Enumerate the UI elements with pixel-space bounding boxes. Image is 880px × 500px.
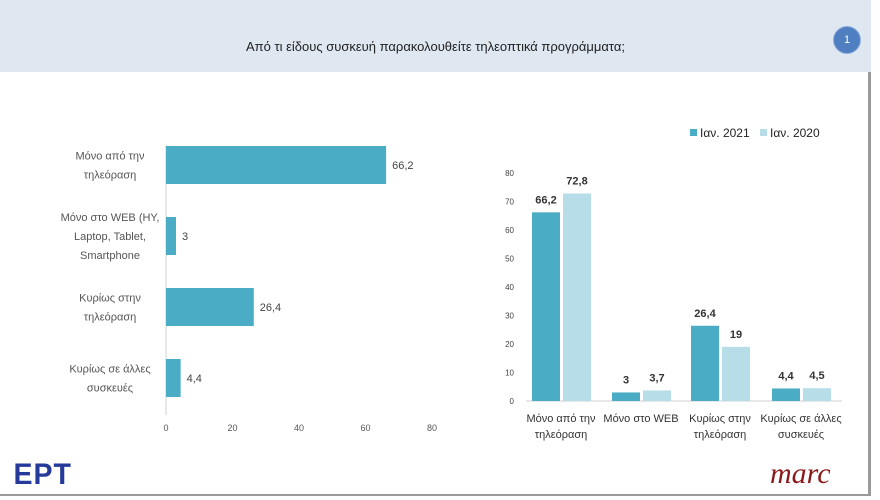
bar: [166, 288, 254, 326]
data-label: 72,8: [566, 176, 587, 188]
category-label: Κυρίως σε άλλες: [760, 413, 841, 425]
legend-label: Ιαν. 2021: [700, 126, 750, 140]
category-label: Smartphone: [80, 250, 140, 262]
category-label: τηλεόραση: [84, 170, 137, 182]
header-band: [0, 0, 871, 72]
y-tick-label: 40: [505, 283, 514, 292]
y-tick-label: 70: [505, 198, 514, 207]
ert-logo: ΕΡΤ: [13, 458, 72, 491]
legend-swatch: [690, 129, 697, 136]
data-label: 4,4: [187, 373, 202, 385]
data-label: 4,5: [809, 370, 824, 382]
legend-label: Ιαν. 2020: [770, 126, 820, 140]
data-label: 3,7: [649, 372, 664, 384]
bar: [722, 346, 750, 401]
category-label: Μόνο στο WEB: [603, 413, 678, 425]
data-label: 66,2: [392, 160, 413, 172]
category-label: Κυρίως στην: [689, 413, 751, 425]
data-label: 26,4: [694, 308, 716, 320]
category-label: τηλεόραση: [535, 429, 588, 441]
y-tick-label: 80: [505, 169, 514, 178]
bar: [643, 390, 671, 401]
bar: [166, 146, 387, 184]
bar: [563, 193, 591, 401]
y-tick-label: 30: [505, 312, 514, 321]
marc-logo: marc: [770, 457, 831, 490]
y-tick-label: 20: [505, 340, 514, 349]
bar: [166, 359, 181, 397]
x-tick-label: 0: [163, 423, 168, 433]
category-label: συσκευές: [87, 383, 133, 395]
x-tick-label: 60: [360, 423, 370, 433]
category-label: Μόνο στο WEB (HY,: [61, 212, 160, 224]
category-label: Laptop, Tablet,: [74, 231, 146, 243]
data-label: 19: [730, 329, 742, 341]
x-tick-label: 20: [227, 423, 237, 433]
data-label: 66,2: [535, 194, 556, 206]
bar: [166, 217, 176, 255]
category-label: Κυρίως στην: [79, 293, 141, 305]
x-tick-label: 40: [294, 423, 304, 433]
bar: [612, 392, 640, 401]
category-label: Μόνο από την: [75, 151, 145, 163]
data-label: 3: [623, 374, 629, 386]
bar: [691, 325, 719, 401]
data-label: 3: [182, 231, 188, 243]
page-number-badge: 1: [833, 26, 861, 54]
y-tick-label: 60: [505, 226, 514, 235]
category-label: Κυρίως σε άλλες: [69, 364, 150, 376]
data-label: 26,4: [260, 302, 281, 314]
bar: [772, 388, 800, 401]
category-label: τηλεόραση: [84, 312, 137, 324]
category-label: τηλεόραση: [694, 429, 747, 441]
category-label: Μόνο από την: [526, 413, 596, 425]
y-tick-label: 50: [505, 255, 514, 264]
slide-title: Από τι είδους συσκευή παρακολουθείτε τηλ…: [245, 39, 626, 54]
bar: [532, 212, 560, 401]
y-tick-label: 0: [510, 397, 515, 406]
y-tick-label: 10: [505, 369, 514, 378]
category-label: συσκευές: [778, 429, 824, 441]
legend-swatch: [760, 129, 767, 136]
x-tick-label: 80: [427, 423, 437, 433]
data-label: 4,4: [778, 370, 794, 382]
bar: [803, 388, 831, 401]
